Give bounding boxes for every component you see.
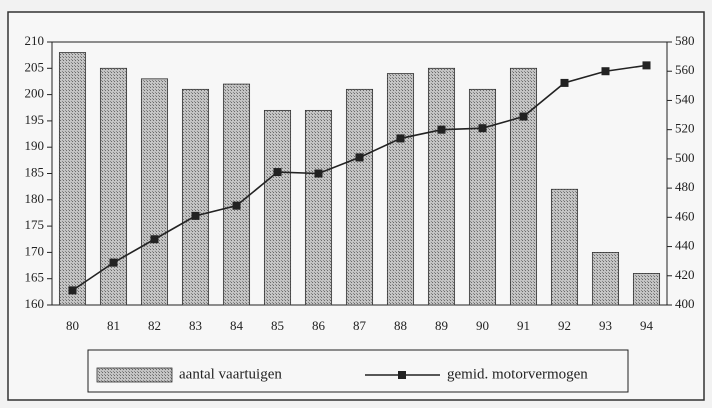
bar: [468, 88, 497, 306]
bar: [181, 88, 210, 306]
x-tick-label: 89: [435, 318, 448, 333]
x-tick-label: 81: [107, 318, 120, 333]
bar: [222, 83, 251, 306]
y2-tick-label: 400: [675, 296, 695, 311]
x-tick-label: 80: [66, 318, 79, 333]
y2-tick-label: 460: [675, 208, 695, 223]
x-tick-label: 88: [394, 318, 407, 333]
bar: [427, 67, 456, 306]
bar: [632, 273, 661, 306]
bar: [386, 73, 415, 306]
y-tick-label: 190: [25, 138, 45, 153]
line-marker: [150, 235, 159, 244]
bar: [591, 251, 620, 306]
bar: [263, 109, 292, 306]
y-tick-label: 160: [25, 296, 45, 311]
y-tick-label: 195: [25, 112, 45, 127]
line-marker: [478, 124, 487, 133]
bar: [345, 88, 374, 306]
line-marker: [355, 153, 364, 162]
y-tick-label: 175: [25, 217, 45, 232]
x-tick-label: 94: [640, 318, 654, 333]
x-tick-label: 82: [148, 318, 161, 333]
x-tick-label: 92: [558, 318, 571, 333]
line-marker: [560, 78, 569, 87]
bar: [304, 109, 333, 306]
y-tick-label: 200: [25, 86, 45, 101]
y2-tick-label: 480: [675, 179, 695, 194]
line-marker: [519, 112, 528, 121]
y2-tick-label: 560: [675, 62, 695, 77]
legend-box: [87, 349, 629, 393]
y2-tick-label: 540: [675, 91, 695, 106]
legend-label: aantal vaartuigen: [179, 366, 282, 382]
y2-tick-label: 580: [675, 33, 695, 48]
bar: [550, 188, 579, 306]
legend-marker: [398, 371, 406, 379]
y-tick-label: 205: [25, 59, 45, 74]
line-marker: [314, 169, 323, 178]
y-tick-label: 165: [25, 270, 45, 285]
line-marker: [68, 286, 77, 295]
legend-swatch: [96, 367, 173, 383]
x-tick-label: 93: [599, 318, 612, 333]
bar: [58, 52, 87, 306]
line-marker: [601, 67, 610, 76]
x-tick-label: 90: [476, 318, 489, 333]
line-marker: [642, 61, 651, 70]
line-marker: [437, 125, 446, 134]
bar: [140, 78, 169, 306]
x-tick-label: 83: [189, 318, 202, 333]
x-tick-label: 85: [271, 318, 284, 333]
x-tick-label: 86: [312, 318, 326, 333]
y-tick-label: 170: [25, 243, 45, 258]
legend-label: gemid. motorvermogen: [447, 366, 588, 382]
line-marker: [273, 168, 282, 177]
bar: [509, 67, 538, 306]
y2-tick-label: 500: [675, 150, 695, 165]
y2-tick-label: 520: [675, 121, 695, 136]
line-marker: [396, 134, 405, 143]
y-tick-label: 185: [25, 164, 45, 179]
line-marker: [109, 258, 118, 267]
y2-tick-label: 440: [675, 238, 695, 253]
x-tick-label: 87: [353, 318, 367, 333]
y2-tick-label: 420: [675, 267, 695, 282]
y-tick-label: 180: [25, 191, 45, 206]
line-marker: [191, 211, 200, 220]
x-tick-label: 91: [517, 318, 530, 333]
x-tick-label: 84: [230, 318, 244, 333]
line-marker: [232, 201, 241, 210]
y-tick-label: 210: [25, 33, 45, 48]
